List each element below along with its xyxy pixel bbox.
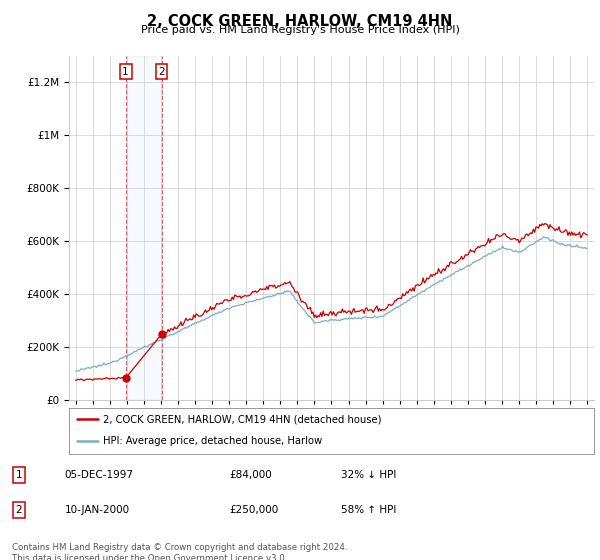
Text: 1: 1 <box>16 470 22 479</box>
Text: 2, COCK GREEN, HARLOW, CM19 4HN (detached house): 2, COCK GREEN, HARLOW, CM19 4HN (detache… <box>103 414 382 424</box>
Bar <box>125 56 161 400</box>
Text: £84,000: £84,000 <box>229 470 272 479</box>
Text: 32% ↓ HPI: 32% ↓ HPI <box>341 470 397 479</box>
Text: 10-JAN-2000: 10-JAN-2000 <box>65 505 130 515</box>
Text: 05-DEC-1997: 05-DEC-1997 <box>65 470 134 479</box>
Text: HPI: Average price, detached house, Harlow: HPI: Average price, detached house, Harl… <box>103 436 322 446</box>
Text: Contains HM Land Registry data © Crown copyright and database right 2024.
This d: Contains HM Land Registry data © Crown c… <box>12 543 347 560</box>
Text: 2, COCK GREEN, HARLOW, CM19 4HN: 2, COCK GREEN, HARLOW, CM19 4HN <box>148 14 452 29</box>
Text: 58% ↑ HPI: 58% ↑ HPI <box>341 505 397 515</box>
Text: 2: 2 <box>16 505 22 515</box>
Text: £250,000: £250,000 <box>229 505 278 515</box>
Text: 2: 2 <box>158 67 165 77</box>
Text: Price paid vs. HM Land Registry's House Price Index (HPI): Price paid vs. HM Land Registry's House … <box>140 25 460 35</box>
Text: 1: 1 <box>122 67 129 77</box>
